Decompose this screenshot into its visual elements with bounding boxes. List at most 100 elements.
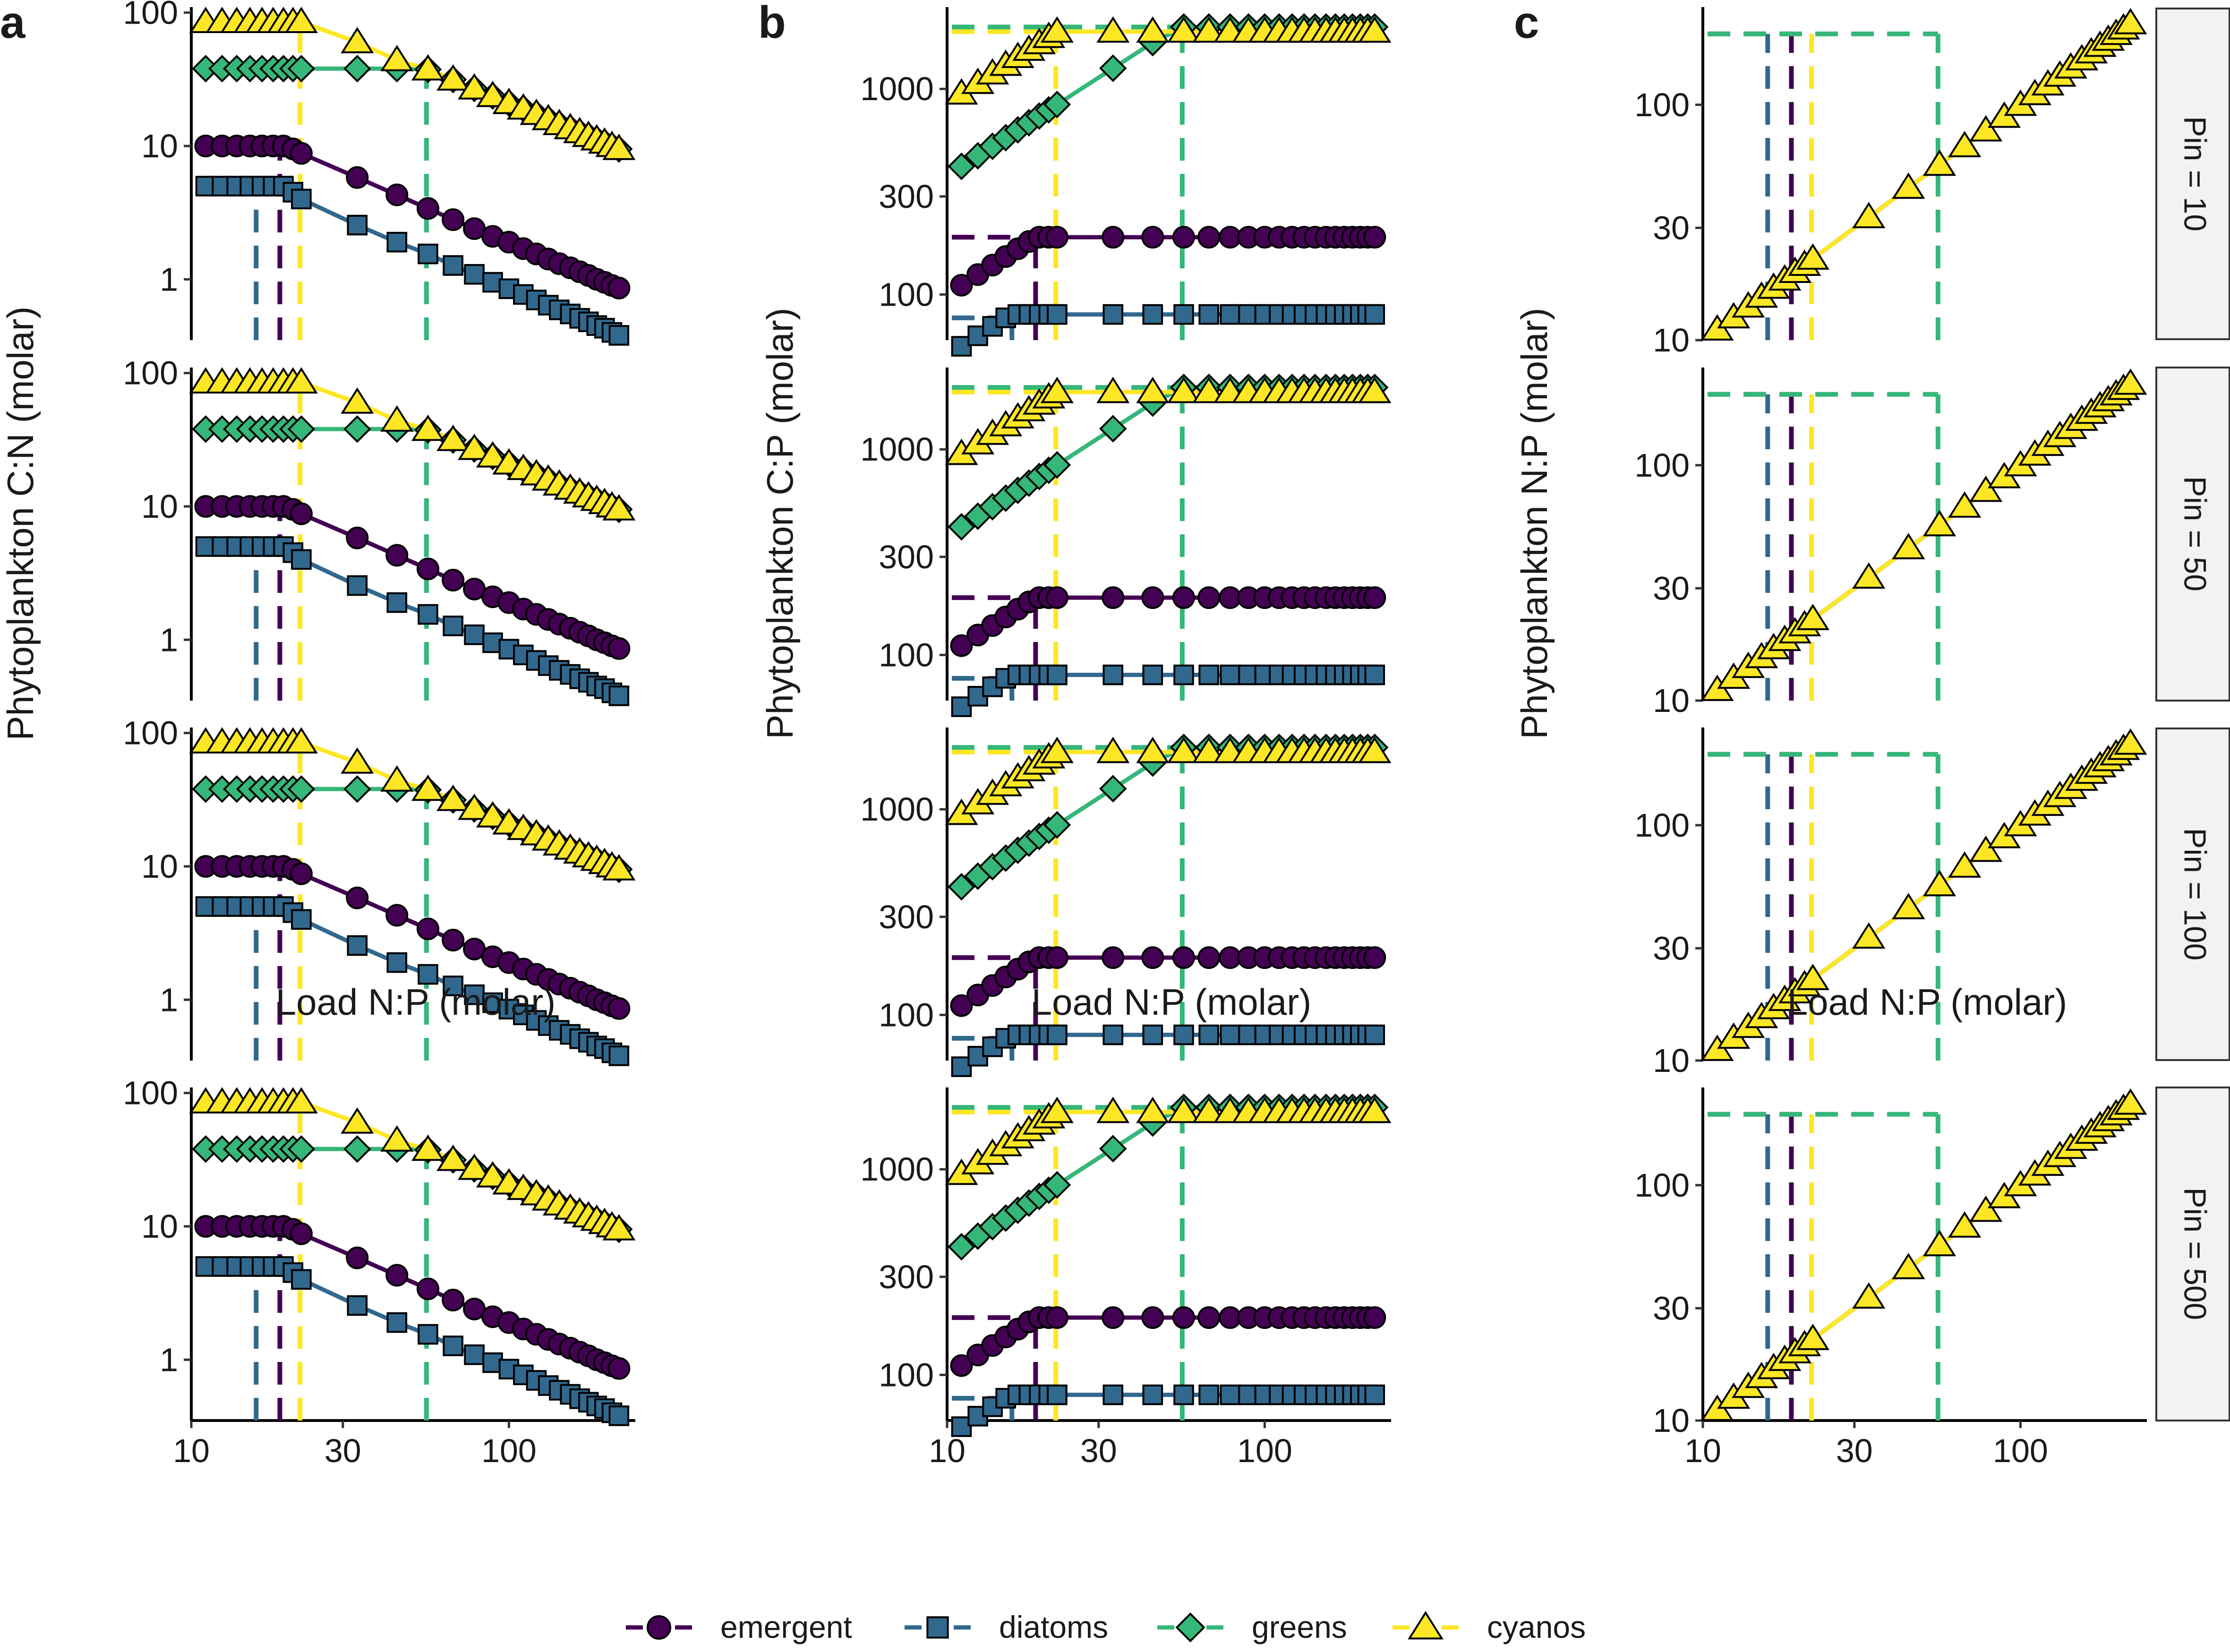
point-emergent (346, 886, 369, 909)
point-cyanos (1358, 16, 1392, 43)
point-cyanos (284, 727, 318, 754)
point-greens (948, 513, 975, 541)
x-tick-label: 30 (325, 1432, 361, 1469)
point-cyanos (1948, 1211, 1982, 1238)
point-cyanos (1969, 475, 2003, 502)
point-cyanos (1192, 16, 1226, 43)
point-emergent (290, 862, 313, 885)
point-cyanos (1358, 736, 1392, 763)
point-emergent (1141, 946, 1164, 969)
facet-strip-2: Pin = 50 (2155, 367, 2230, 702)
legend-item-greens: greens (1157, 1609, 1347, 1644)
panel-label-c: c (1514, 0, 1539, 48)
point-greens (1043, 811, 1071, 839)
point-cyanos (1796, 964, 1829, 990)
point-cyanos (602, 1214, 636, 1241)
point-greens (1043, 1171, 1071, 1199)
point-cyanos (1948, 851, 1982, 878)
point-cyanos (380, 44, 414, 71)
point-diatoms (464, 624, 485, 645)
y-tick-label: 10 (1653, 682, 1690, 719)
point-cyanos (1096, 736, 1130, 763)
panel-c-facet-2: 10 30 100 (1634, 368, 2147, 719)
point-cyanos (1167, 1096, 1201, 1123)
point-diatoms (1102, 1024, 1124, 1045)
legend-item-cyanos: cyanos (1393, 1609, 1586, 1644)
x-tick-label: 10 (1684, 1432, 1721, 1469)
y-tick-label: 30 (1653, 930, 1690, 967)
point-emergent (417, 917, 440, 941)
point-cyanos (1969, 835, 2003, 862)
point-diatoms (1198, 1024, 1219, 1045)
legend-marker-emergent (647, 1615, 671, 1640)
point-cyanos (458, 73, 491, 100)
point-emergent (1045, 946, 1068, 969)
point-emergent (607, 637, 631, 660)
legend-label-diatoms: diatoms (999, 1609, 1108, 1644)
point-emergent (1141, 226, 1164, 249)
point-diatoms (1142, 1024, 1163, 1045)
point-diatoms (464, 1344, 485, 1365)
point-emergent (385, 183, 409, 206)
point-greens (1043, 451, 1071, 479)
facet-strip-3: Pin = 100 (2155, 728, 2230, 1061)
point-diatoms (347, 214, 368, 236)
facet-strip-4: Pin = 500 (2155, 1087, 2230, 1421)
point-cyanos (341, 387, 374, 414)
point-emergent (607, 1357, 631, 1380)
point-cyanos (1796, 243, 1829, 270)
point-emergent (1172, 946, 1196, 969)
point-emergent (1102, 586, 1125, 609)
point-emergent (1045, 586, 1068, 609)
point-cyanos (1969, 1195, 2003, 1222)
point-greens (343, 1135, 371, 1163)
point-cyanos (1040, 16, 1074, 43)
legend-item-diatoms: diatoms (905, 1609, 1108, 1644)
legend-marker-cyanos (1408, 1611, 1444, 1640)
point-cyanos (380, 1125, 414, 1152)
x-axis-title-b: Load N:P (molar) (1032, 981, 1311, 1023)
point-greens (343, 415, 371, 443)
point-cyanos (284, 1087, 318, 1114)
y-tick-label: 1 (160, 261, 178, 298)
facet-strip-1: Pin = 10 (2155, 8, 2230, 340)
point-cyanos (1136, 16, 1170, 43)
point-cyanos (1796, 604, 1829, 630)
point-emergent (1141, 1306, 1164, 1329)
point-cyanos (458, 1153, 491, 1180)
point-cyanos (1922, 149, 1957, 176)
point-diatoms (1142, 664, 1163, 685)
legend-item-emergent: emergent (626, 1609, 852, 1644)
point-diatoms (1198, 664, 1219, 685)
y-tick-label: 300 (879, 1258, 934, 1295)
point-cyanos (380, 405, 414, 432)
point-cyanos (411, 414, 445, 441)
point-cyanos (1948, 491, 1982, 518)
point-diatoms (1198, 304, 1219, 325)
y-tick-label: 100 (1634, 807, 1690, 844)
point-diatoms (347, 1295, 368, 1316)
point-cyanos (411, 774, 445, 801)
point-diatoms (1102, 304, 1124, 325)
point-diatoms (1364, 1024, 1385, 1045)
point-emergent (1045, 226, 1068, 249)
point-cyanos (1040, 377, 1074, 403)
point-emergent (1102, 946, 1125, 969)
y-tick-label: 10 (141, 1208, 178, 1245)
point-diatoms (291, 1269, 312, 1290)
x-tick-label: 30 (1080, 1432, 1117, 1469)
y-tick-label: 10 (141, 488, 178, 525)
panel-a-facet-1: 1 10 100 (123, 0, 636, 346)
facet-label-2: Pin = 50 (2178, 476, 2213, 591)
legend: emergent diatoms greens cyanos (626, 1609, 1586, 1644)
point-emergent (950, 1354, 973, 1377)
point-diatoms (1142, 1384, 1163, 1405)
panel-a-facet-2: 1 10 100 (123, 355, 636, 706)
point-emergent (442, 569, 465, 592)
panel-label-b: b (758, 0, 786, 48)
point-cyanos (436, 1144, 470, 1171)
point-emergent (1197, 586, 1221, 609)
point-cyanos (1358, 1096, 1392, 1123)
